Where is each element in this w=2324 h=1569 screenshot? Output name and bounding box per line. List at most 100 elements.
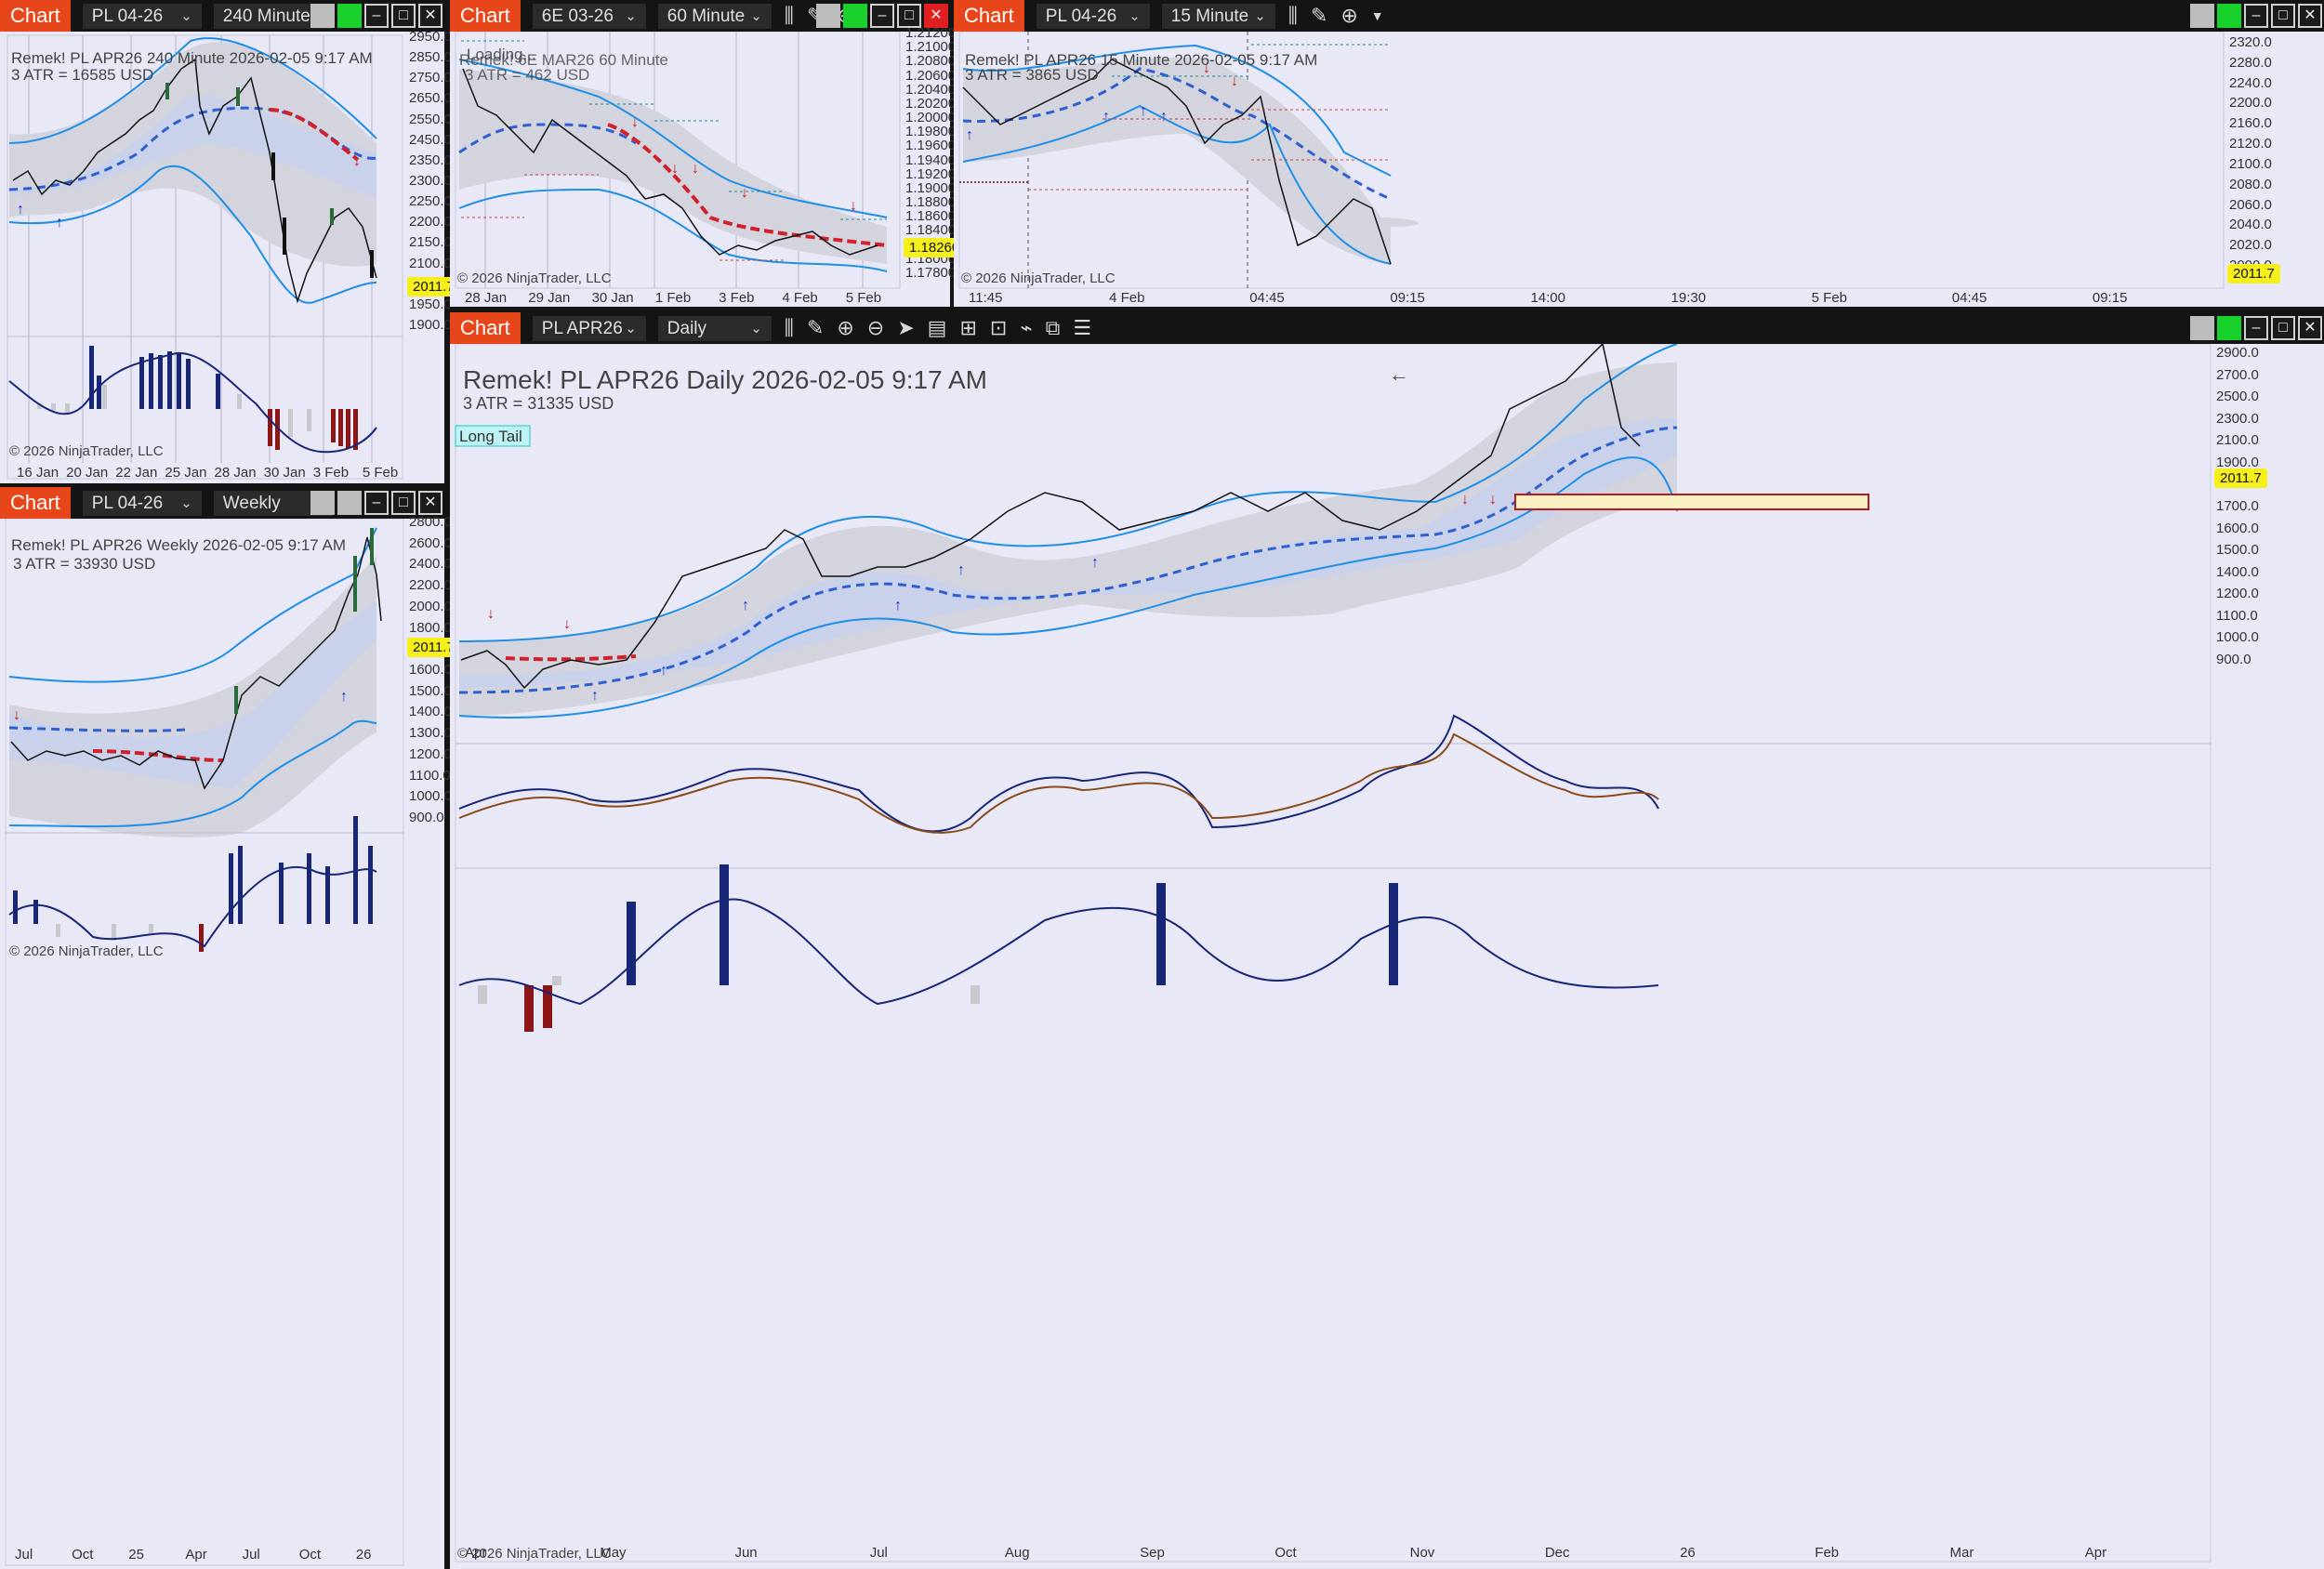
bar-type-icon[interactable]: ⫼ — [784, 316, 794, 339]
properties-icon[interactable]: ▤ — [927, 316, 947, 339]
chart-window-240min[interactable]: Chart PL 04-26⌄ 240 Minute⌄ ⫼ ▼ – □ ✕ ↑ … — [0, 0, 460, 483]
chevron-down-icon: ⌄ — [180, 494, 192, 511]
last-price-label: 1.18260 — [904, 238, 966, 257]
chart-canvas[interactable]: ↓ ↓ ↑ ↑ ↑ ↑ ↑ ↑ ↓ ↓ ← Remek! PL APR26 Da… — [450, 344, 2324, 1569]
price-axis[interactable]: 1.21200 1.21000 1.20800 1.20600 1.20400 1.202… — [900, 25, 966, 281]
more-tools-icon[interactable]: ▼ — [1370, 8, 1384, 23]
chart-canvas[interactable]: ↑ ↑ ↑ ↑ ↓ ↓ Remek! PL APR26 15 Minute 20… — [954, 32, 2324, 307]
link-color-button[interactable] — [843, 4, 867, 28]
chart-window-weekly[interactable]: Chart PL 04-26⌄ Weekly⌄ ⫼ ▼ – □ ✕ ↓ ↑ Re… — [0, 487, 460, 1569]
link-button[interactable] — [310, 4, 335, 28]
link-button[interactable] — [2190, 316, 2214, 340]
chart-tab[interactable]: Chart — [0, 487, 71, 519]
price-tick-label: 2550.0 — [409, 111, 452, 127]
long-tail-marker[interactable] — [455, 425, 531, 447]
chevron-down-icon: ⌄ — [1129, 7, 1141, 24]
back-arrow-icon[interactable]: ← — [1389, 363, 1409, 386]
chart-canvas[interactable]: ↓ ↑ Remek! PL APR26 Weekly 2026-02-05 9:… — [0, 519, 444, 1569]
maximize-icon[interactable]: □ — [2271, 316, 2295, 340]
chart-tab[interactable]: Chart — [450, 0, 521, 32]
minimize-icon[interactable]: – — [2244, 316, 2268, 340]
zoom-out-icon[interactable]: ⊖ — [866, 316, 885, 339]
strategies-icon[interactable]: ⧉ — [1045, 316, 1061, 339]
price-tick-label: 1300.0 — [409, 725, 452, 742]
instrument-selector[interactable]: 6E 03-26 ⌄ — [532, 3, 646, 29]
chart-tab[interactable]: Chart — [0, 0, 71, 32]
time-tick-label: 04:45 — [1951, 290, 1987, 306]
interval-selector[interactable]: 60 Minute ⌄ — [657, 3, 772, 29]
chart-canvas[interactable]: ↓ ↓ ↓ ↓ ↓ Loading... Remek! 6E MAR26 60 … — [450, 32, 950, 307]
instrument-selector[interactable]: PL 04-26 ⌄ — [82, 490, 202, 516]
time-axis[interactable]: Jul Oct 25 Apr Jul Oct 26 — [6, 1545, 403, 1565]
time-tick-label: 04:45 — [1249, 290, 1285, 306]
link-button[interactable] — [310, 491, 335, 515]
time-tick-label: 30 Jan — [263, 465, 306, 481]
maximize-icon[interactable]: □ — [391, 4, 416, 28]
chart-tab[interactable]: Chart — [450, 312, 521, 344]
link-color-button[interactable] — [337, 4, 362, 28]
zoom-icon[interactable]: ⊕ — [1340, 4, 1358, 27]
price-tick-label: 2300.0 — [409, 173, 452, 189]
time-tick-label: Oct — [72, 1547, 94, 1562]
chart-tab[interactable]: Chart — [954, 0, 1024, 32]
price-tick-label: 1.18600 — [905, 208, 957, 225]
down-arrow-icon: ↓ — [741, 185, 748, 201]
maximize-icon[interactable]: □ — [2271, 4, 2295, 28]
zoom-in-icon[interactable]: ⊕ — [837, 316, 854, 339]
close-icon[interactable]: ✕ — [2298, 316, 2322, 340]
maximize-icon[interactable]: □ — [897, 4, 921, 28]
screenshot-icon[interactable]: ⊡ — [989, 316, 1008, 339]
link-color-button[interactable] — [2217, 4, 2241, 28]
chart-window-15min[interactable]: Chart PL 04-26 ⌄ 15 Minute ⌄ ⫼ ✎ ⊕ ▼ – □ ✕… — [954, 0, 2324, 307]
interval-selector[interactable]: Daily ⌄ — [657, 315, 772, 341]
time-axis[interactable]: 16 Jan 20 Jan 22 Jan 25 Jan 28 Jan 30 Jan 3 Fe… — [7, 463, 403, 483]
link-color-button[interactable] — [2217, 316, 2241, 340]
instrument-selector[interactable]: PL APR26 ⌄ — [532, 315, 646, 341]
maximize-icon[interactable]: □ — [391, 491, 416, 515]
up-arrow-icon: ↑ — [340, 689, 348, 705]
price-axis[interactable]: 2950.0 2850.0 2750.0 2650.0 2550.0 2450.0 2350… — [403, 29, 463, 333]
time-axis[interactable]: 28 Jan 29 Jan 30 Jan 1 Feb 3 Feb 4 Feb 5 Feb — [456, 288, 900, 309]
time-axis[interactable]: 11:45 4 Feb 04:45 09:15 14:00 19:30 5 Feb 04:45… — [959, 288, 2224, 309]
link-color-button[interactable] — [337, 491, 362, 515]
bar-type-icon[interactable]: ⫼ — [1287, 4, 1298, 27]
price-axis[interactable]: 2900.02700.02500.02300.02100.01900.01800… — [2211, 345, 2270, 667]
instrument-selector[interactable]: PL 04-26 ⌄ — [82, 3, 202, 29]
time-tick-label: 3 Feb — [719, 290, 755, 306]
price-axis[interactable]: 2320.0 2280.0 2240.0 2200.0 2160.0 2120.0 2100… — [2224, 34, 2283, 283]
price-axis[interactable]: 2800.02600.02400.02200.02000.01800.01700… — [403, 514, 463, 825]
instrument-selector[interactable]: PL 04-26 ⌄ — [1036, 3, 1150, 29]
minimize-icon[interactable]: – — [364, 491, 389, 515]
copyright-label: © 2026 NinjaTrader, LLC — [457, 270, 612, 286]
chart-window-60min[interactable]: Chart 6E 03-26⌄ 60 Minute⌄ ⫼ ✎ ⊕ ▼ – □ ✕… — [450, 0, 966, 309]
time-tick-label: 30 Jan — [591, 290, 634, 306]
drawing-pencil-icon[interactable]: ✎ — [806, 316, 825, 339]
bar-type-icon[interactable]: ⫼ — [784, 4, 794, 27]
chart-window-daily[interactable]: Chart PL APR26 ⌄ Daily ⌄ ⫼ ✎ ⊕ ⊖ ➤ ▤ ⊞ ⊡ ⌁… — [450, 312, 2324, 1569]
time-axis[interactable]: Apr May Jun Jul Aug Sep Oct Nov Dec 26 Feb Mar Apr — [456, 1543, 2211, 1563]
indicators-icon[interactable]: ⌁ — [1020, 316, 1033, 339]
link-button[interactable] — [2190, 4, 2214, 28]
minimize-icon[interactable]: – — [2244, 4, 2268, 28]
time-tick-label: 11:45 — [969, 290, 1003, 306]
close-icon[interactable]: ✕ — [418, 491, 442, 515]
drawing-pencil-icon[interactable]: ✎ — [1310, 4, 1328, 27]
chart-canvas[interactable]: ↑ ↑ ↓ Remek! PL APR26 240 Minute 2026-02… — [0, 32, 444, 483]
close-icon[interactable]: ✕ — [418, 4, 442, 28]
price-tick-label: 2250.0 — [409, 193, 452, 210]
pointer-icon[interactable]: ➤ — [897, 316, 915, 339]
minimize-icon[interactable]: – — [364, 4, 389, 28]
price-tick-label: 1400.0 — [409, 704, 452, 720]
price-tick-label: 2120.0 — [2229, 136, 2272, 152]
time-tick-label: 3 Feb — [312, 465, 350, 481]
price-zone-rectangle[interactable] — [1514, 494, 1869, 510]
close-icon[interactable]: ✕ — [2298, 4, 2322, 28]
close-icon[interactable]: ✕ — [924, 4, 948, 28]
data-box-icon[interactable]: ⊞ — [959, 316, 977, 339]
last-price-label: 2011.7 — [407, 638, 460, 657]
list-icon[interactable]: ☰ — [1073, 316, 1092, 339]
interval-selector[interactable]: 15 Minute ⌄ — [1161, 3, 1275, 29]
link-button[interactable] — [816, 4, 840, 28]
minimize-icon[interactable]: – — [870, 4, 894, 28]
time-tick-label: 20 Jan — [66, 465, 109, 481]
